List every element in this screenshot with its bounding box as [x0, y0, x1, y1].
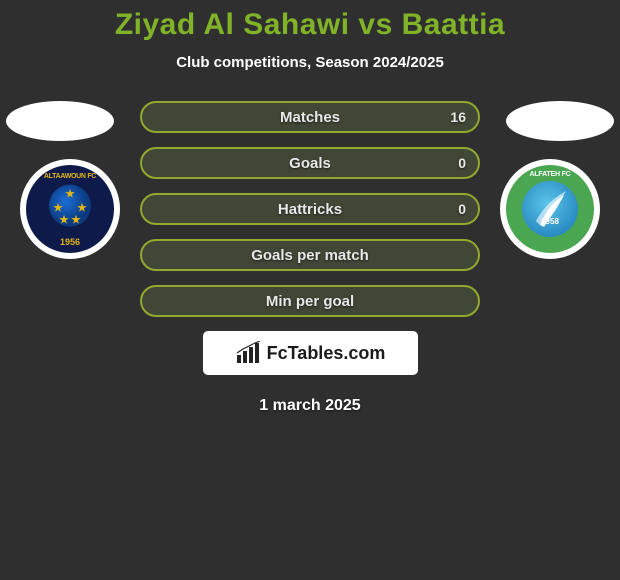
stat-label: Matches: [280, 109, 340, 126]
stat-bar: Matches 16: [140, 101, 480, 133]
comparison-panel: ALTAAWOUN FC 1956 ALFATEH FC 1958 Matche…: [0, 101, 620, 415]
stat-bar: Goals per match: [140, 239, 480, 271]
stat-label: Min per goal: [266, 293, 354, 310]
stat-right-value: 16: [450, 109, 466, 125]
branding-text: FcTables.com: [267, 343, 386, 364]
club-right-badge: ALFATEH FC 1958: [500, 159, 600, 259]
club-left-badge: ALTAAWOUN FC 1956: [20, 159, 120, 259]
stat-label: Hattricks: [278, 201, 342, 218]
club-left-name: ALTAAWOUN FC: [20, 173, 120, 180]
stat-right-value: 0: [458, 155, 466, 171]
stat-bar: Min per goal: [140, 285, 480, 317]
club-right-name: ALFATEH FC: [500, 171, 600, 178]
page-title: Ziyad Al Sahawi vs Baattia: [0, 0, 620, 42]
stat-label: Goals: [289, 155, 331, 172]
club-left-year: 1956: [20, 237, 120, 247]
club-right-year: 1958: [541, 217, 559, 226]
branding-badge: FcTables.com: [203, 331, 418, 375]
stat-bar: Hattricks 0: [140, 193, 480, 225]
subtitle: Club competitions, Season 2024/2025: [0, 54, 620, 71]
chart-icon: [235, 341, 261, 365]
stat-label: Goals per match: [251, 247, 369, 264]
player-left-avatar: [6, 101, 114, 141]
stat-bar: Goals 0: [140, 147, 480, 179]
stat-bars: Matches 16 Goals 0 Hattricks 0 Goals per…: [140, 101, 480, 317]
player-right-avatar: [506, 101, 614, 141]
date-label: 1 march 2025: [0, 397, 620, 415]
club-right-swoosh-icon: [522, 181, 578, 237]
stat-right-value: 0: [458, 201, 466, 217]
